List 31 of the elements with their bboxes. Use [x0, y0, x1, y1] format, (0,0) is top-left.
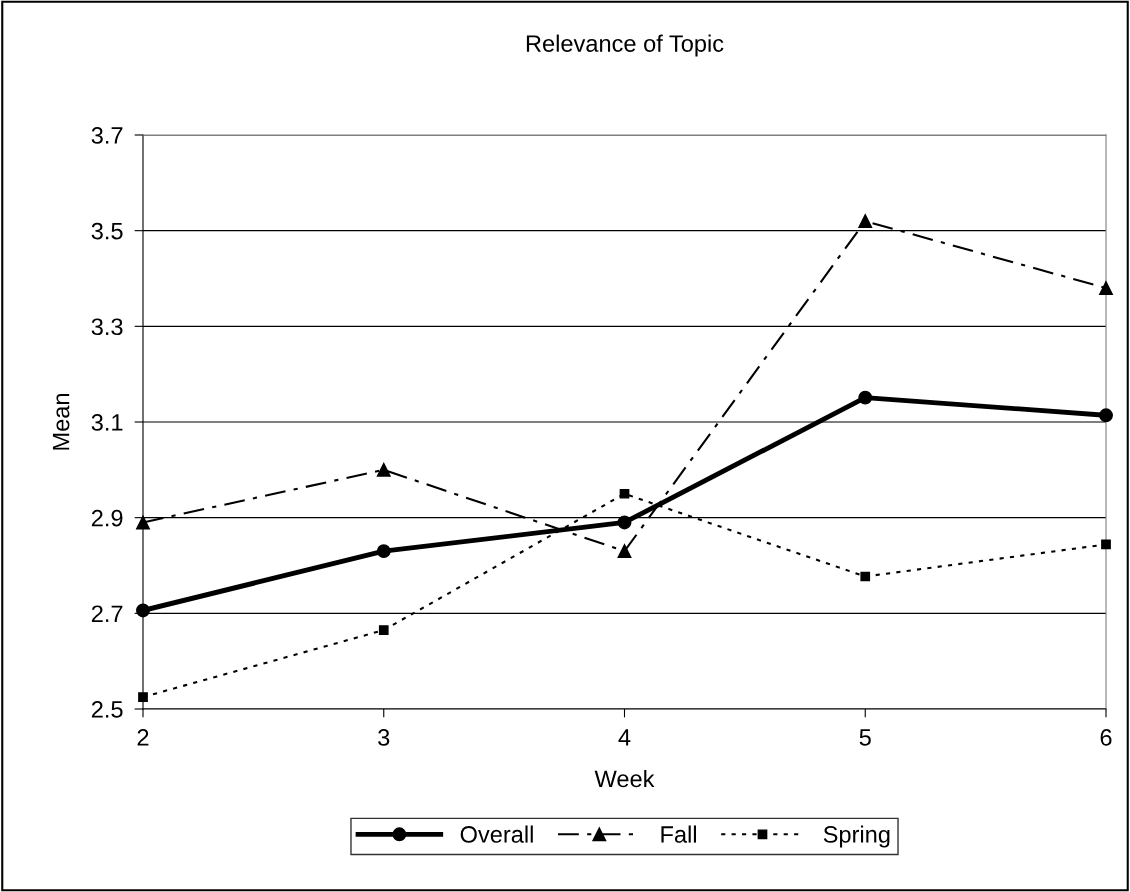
- x-tick-label: 4: [618, 729, 631, 746]
- point: [138, 692, 148, 702]
- y-tick-label: 2.9: [91, 509, 123, 527]
- y-tick-label: 3.3: [91, 318, 123, 336]
- point: [378, 625, 389, 635]
- point: [617, 515, 632, 530]
- point: [1099, 408, 1113, 423]
- point: [858, 214, 873, 229]
- legend-label: Spring: [823, 825, 890, 848]
- point: [619, 488, 630, 499]
- point: [617, 544, 632, 559]
- y-axis-title: Mean: [52, 394, 70, 450]
- x-tick-label: 2: [137, 729, 149, 746]
- y-tick-label: 3.7: [91, 127, 123, 144]
- x-tick-label: 6: [1100, 729, 1112, 746]
- point: [858, 390, 873, 405]
- point: [376, 462, 391, 477]
- point: [1099, 281, 1113, 296]
- x-axis-title: Week: [594, 769, 655, 788]
- x-tick-label: 3: [378, 729, 390, 746]
- legend-label: Overall: [460, 825, 533, 843]
- point: [1101, 539, 1111, 550]
- legend-label: Fall: [661, 825, 696, 843]
- y-tick-label: 2.5: [91, 701, 123, 718]
- y-tick-label: 3.5: [91, 222, 123, 240]
- chart-title: Relevance of Topic: [526, 34, 724, 57]
- y-tick-label: 2.7: [91, 605, 123, 622]
- x-tick-label: 5: [859, 729, 871, 746]
- point: [860, 571, 871, 582]
- point: [376, 544, 391, 559]
- y-tick-label: 3.1: [91, 414, 123, 431]
